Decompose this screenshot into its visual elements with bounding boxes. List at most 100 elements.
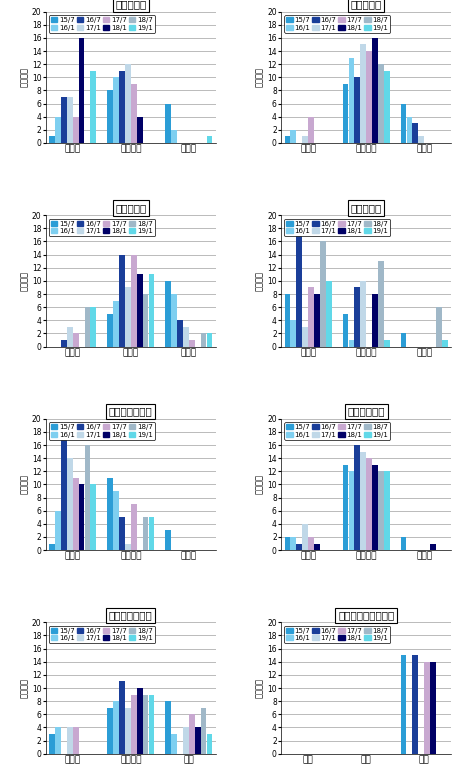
- Title: 資材価格の動き: 資材価格の動き: [109, 406, 152, 416]
- Bar: [107, 708, 113, 754]
- Legend: 15/7, 16/1, 16/7, 17/1, 17/7, 18/1, 18/7, 19/1: 15/7, 16/1, 16/7, 17/1, 17/7, 18/1, 18/7…: [284, 422, 389, 440]
- Bar: [206, 734, 212, 754]
- Title: 所得の伸び: 所得の伸び: [115, 0, 146, 9]
- Bar: [113, 701, 119, 754]
- Bar: [182, 327, 188, 347]
- Bar: [435, 307, 441, 347]
- Bar: [400, 333, 405, 347]
- Bar: [113, 301, 119, 347]
- Bar: [417, 137, 423, 143]
- Bar: [107, 478, 113, 550]
- Bar: [171, 130, 177, 143]
- Bar: [113, 491, 119, 550]
- Title: 家賃の動向: 家賃の動向: [350, 0, 381, 9]
- Bar: [308, 117, 313, 143]
- Bar: [365, 51, 371, 143]
- Bar: [302, 327, 307, 347]
- Bar: [359, 451, 365, 550]
- Bar: [325, 281, 331, 347]
- Bar: [177, 320, 182, 347]
- Bar: [296, 235, 302, 347]
- Y-axis label: ポイント: ポイント: [20, 475, 29, 494]
- Title: 地価の動向: 地価の動向: [115, 203, 146, 213]
- Bar: [284, 294, 290, 347]
- Bar: [55, 727, 61, 754]
- Bar: [107, 314, 113, 347]
- Legend: 15/7, 16/1, 16/7, 17/1, 17/7, 18/1, 18/7, 19/1: 15/7, 16/1, 16/7, 17/1, 17/7, 18/1, 18/7…: [49, 15, 155, 33]
- Legend: 15/7, 16/1, 16/7, 17/1, 17/7, 18/1, 18/7, 19/1: 15/7, 16/1, 16/7, 17/1, 17/7, 18/1, 18/7…: [284, 218, 389, 236]
- Y-axis label: ポイント: ポイント: [255, 271, 264, 291]
- Bar: [119, 71, 125, 143]
- Bar: [423, 662, 429, 754]
- Y-axis label: ポイント: ポイント: [20, 678, 29, 698]
- Bar: [142, 695, 148, 754]
- Bar: [412, 124, 417, 143]
- Bar: [319, 242, 325, 347]
- Bar: [61, 438, 66, 550]
- Bar: [313, 294, 319, 347]
- Bar: [182, 727, 188, 754]
- Bar: [67, 97, 72, 143]
- Bar: [308, 537, 313, 550]
- Bar: [73, 333, 78, 347]
- Bar: [400, 103, 405, 143]
- Bar: [342, 314, 348, 347]
- Y-axis label: ポイント: ポイント: [255, 475, 264, 494]
- Bar: [73, 727, 78, 754]
- Bar: [359, 44, 365, 143]
- Bar: [119, 517, 125, 550]
- Bar: [296, 544, 302, 550]
- Bar: [290, 537, 296, 550]
- Bar: [142, 294, 148, 347]
- Bar: [400, 537, 405, 550]
- Bar: [142, 517, 148, 550]
- Legend: 15/7, 16/1, 16/7, 17/1, 17/7, 18/1, 18/7, 19/1: 15/7, 16/1, 16/7, 17/1, 17/7, 18/1, 18/7…: [49, 422, 155, 440]
- Bar: [136, 274, 142, 347]
- Bar: [119, 255, 125, 347]
- Bar: [412, 655, 417, 754]
- Bar: [49, 544, 55, 550]
- Bar: [148, 695, 154, 754]
- Bar: [84, 307, 90, 347]
- Title: 技能職人数（大工）: 技能職人数（大工）: [337, 610, 394, 620]
- Bar: [377, 472, 383, 550]
- Bar: [342, 84, 348, 143]
- Bar: [302, 137, 307, 143]
- Bar: [90, 484, 96, 550]
- Bar: [406, 117, 411, 143]
- Bar: [377, 64, 383, 143]
- Bar: [354, 445, 359, 550]
- Bar: [348, 57, 354, 143]
- Bar: [55, 117, 61, 143]
- Bar: [131, 695, 136, 754]
- Bar: [290, 320, 296, 347]
- Bar: [165, 281, 171, 347]
- Bar: [55, 510, 61, 550]
- Bar: [188, 714, 194, 754]
- Bar: [73, 117, 78, 143]
- Bar: [359, 281, 365, 347]
- Bar: [113, 78, 119, 143]
- Legend: 15/7, 16/1, 16/7, 17/1, 17/7, 18/1, 18/7, 19/1: 15/7, 16/1, 16/7, 17/1, 17/7, 18/1, 18/7…: [49, 218, 155, 236]
- Bar: [313, 544, 319, 550]
- Title: 建設の手間賃: 建設の手間賃: [347, 406, 384, 416]
- Bar: [79, 484, 84, 550]
- Bar: [125, 544, 131, 550]
- Bar: [371, 294, 377, 347]
- Bar: [429, 662, 435, 754]
- Bar: [125, 708, 131, 754]
- Bar: [188, 340, 194, 347]
- Bar: [125, 287, 131, 347]
- Bar: [148, 274, 154, 347]
- Bar: [79, 38, 84, 143]
- Bar: [107, 90, 113, 143]
- Bar: [131, 84, 136, 143]
- Y-axis label: ポイント: ポイント: [20, 271, 29, 291]
- Bar: [61, 340, 66, 347]
- Bar: [348, 340, 354, 347]
- Bar: [171, 734, 177, 754]
- Bar: [371, 465, 377, 550]
- Bar: [165, 531, 171, 550]
- Bar: [290, 130, 296, 143]
- Bar: [383, 71, 389, 143]
